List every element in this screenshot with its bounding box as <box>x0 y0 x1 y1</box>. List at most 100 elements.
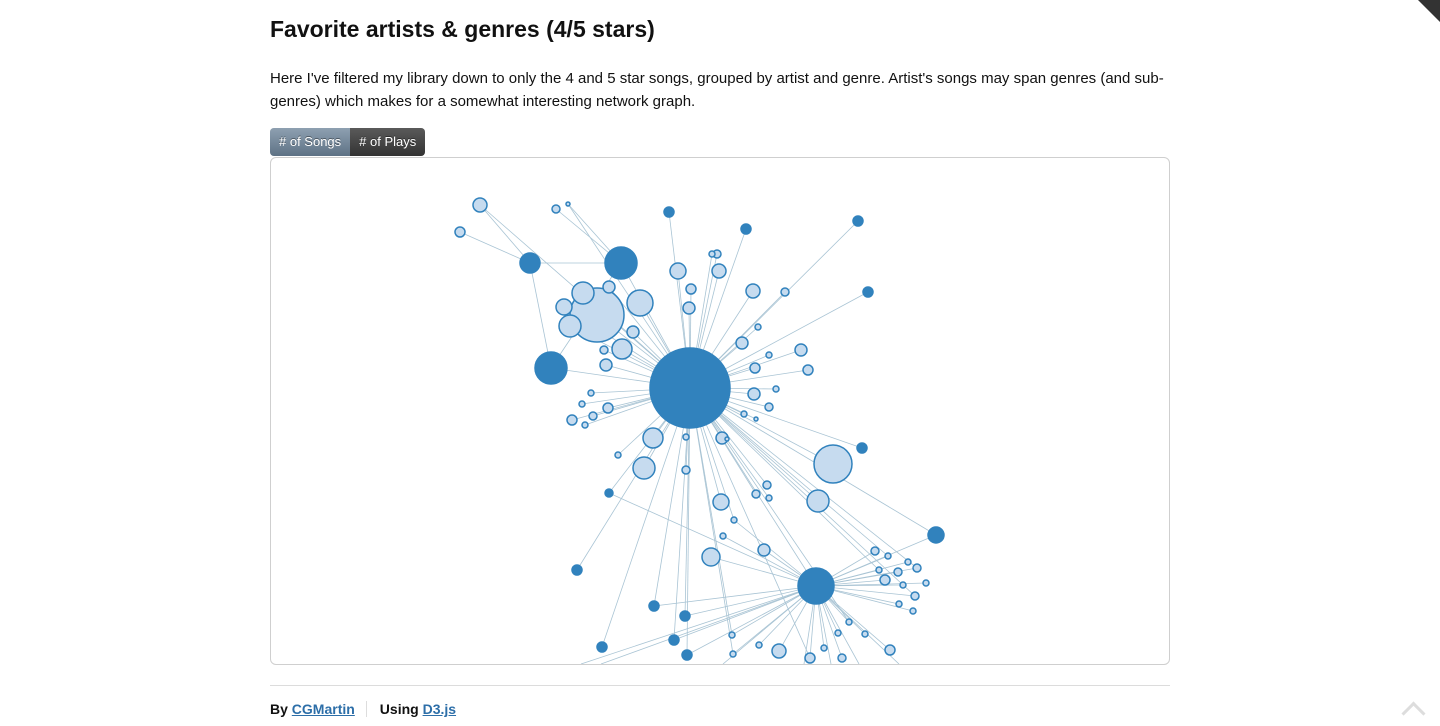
genre-node[interactable] <box>649 347 731 429</box>
artist-node[interactable] <box>765 494 773 502</box>
artist-node[interactable] <box>904 558 912 566</box>
artist-node[interactable] <box>820 644 828 652</box>
genre-node[interactable] <box>856 442 868 454</box>
artist-node[interactable] <box>765 351 773 359</box>
d3-link[interactable]: D3.js <box>422 701 457 717</box>
artist-node[interactable] <box>614 451 622 459</box>
artist-node[interactable] <box>834 629 842 637</box>
artist-node[interactable] <box>729 650 737 658</box>
genre-node[interactable] <box>519 252 541 274</box>
genre-node[interactable] <box>604 246 638 280</box>
artist-node[interactable] <box>626 289 654 317</box>
artist-node[interactable] <box>587 389 595 397</box>
artist-node[interactable] <box>599 345 609 355</box>
artist-node[interactable] <box>922 579 930 587</box>
artist-node[interactable] <box>712 493 730 511</box>
artist-node[interactable] <box>566 414 578 426</box>
artist-node[interactable] <box>708 250 716 258</box>
artist-node[interactable] <box>893 567 903 577</box>
artist-node[interactable] <box>771 643 787 659</box>
genre-node[interactable] <box>663 206 675 218</box>
artist-node[interactable] <box>837 653 847 663</box>
artist-node[interactable] <box>588 411 598 421</box>
artist-node[interactable] <box>602 402 614 414</box>
artist-node[interactable] <box>599 358 613 372</box>
plays-toggle-button[interactable]: # of Plays <box>350 128 426 156</box>
genre-node[interactable] <box>596 641 608 653</box>
artist-node[interactable] <box>751 489 761 499</box>
genre-node[interactable] <box>681 649 693 661</box>
genre-node[interactable] <box>852 215 864 227</box>
artist-node[interactable] <box>899 581 907 589</box>
artist-node[interactable] <box>719 532 727 540</box>
artist-node[interactable] <box>682 301 696 315</box>
artist-node[interactable] <box>632 456 656 480</box>
artist-node[interactable] <box>602 280 616 294</box>
artist-node[interactable] <box>740 410 748 418</box>
artist-node[interactable] <box>611 338 633 360</box>
genre-node[interactable] <box>862 286 874 298</box>
artist-node[interactable] <box>747 387 761 401</box>
artist-node[interactable] <box>581 421 589 429</box>
genre-node[interactable] <box>740 223 752 235</box>
artist-node[interactable] <box>558 314 582 338</box>
artist-node[interactable] <box>757 543 771 557</box>
artist-node[interactable] <box>728 631 736 639</box>
artist-node[interactable] <box>813 444 853 484</box>
artist-node[interactable] <box>454 226 466 238</box>
artist-node[interactable] <box>870 546 880 556</box>
genre-node[interactable] <box>648 600 660 612</box>
artist-node[interactable] <box>555 298 573 316</box>
artist-node[interactable] <box>745 283 761 299</box>
genre-node[interactable] <box>668 634 680 646</box>
artist-node[interactable] <box>879 574 891 586</box>
artist-node[interactable] <box>724 436 730 442</box>
artist-node[interactable] <box>571 281 595 305</box>
artist-node[interactable] <box>772 385 780 393</box>
artist-node[interactable] <box>895 600 903 608</box>
artist-node[interactable] <box>794 343 808 357</box>
artist-node[interactable] <box>909 607 917 615</box>
artist-node[interactable] <box>802 364 814 376</box>
genre-node[interactable] <box>571 564 583 576</box>
artist-node[interactable] <box>578 400 586 408</box>
artist-node[interactable] <box>884 644 896 656</box>
artist-node[interactable] <box>735 336 749 350</box>
artist-node[interactable] <box>753 416 759 422</box>
artist-node[interactable] <box>701 547 721 567</box>
artist-node[interactable] <box>711 263 727 279</box>
graph-link <box>601 387 691 648</box>
artist-node[interactable] <box>764 402 774 412</box>
artist-node[interactable] <box>642 427 664 449</box>
artist-node[interactable] <box>682 433 690 441</box>
artist-node[interactable] <box>754 323 762 331</box>
artist-node[interactable] <box>626 325 640 339</box>
genre-node[interactable] <box>797 567 835 605</box>
artist-node[interactable] <box>884 552 892 560</box>
artist-node[interactable] <box>806 489 830 513</box>
artist-node[interactable] <box>861 630 869 638</box>
artist-node[interactable] <box>551 204 561 214</box>
artist-node[interactable] <box>780 287 790 297</box>
genre-node[interactable] <box>927 526 945 544</box>
artist-node[interactable] <box>472 197 488 213</box>
artist-node[interactable] <box>685 283 697 295</box>
artist-node[interactable] <box>875 566 883 574</box>
artist-node[interactable] <box>755 641 763 649</box>
artist-node[interactable] <box>912 563 922 573</box>
artist-node[interactable] <box>730 516 738 524</box>
artist-node[interactable] <box>910 591 920 601</box>
genre-node[interactable] <box>679 610 691 622</box>
songs-toggle-button[interactable]: # of Songs <box>270 128 351 156</box>
artist-node[interactable] <box>565 201 571 207</box>
artist-node[interactable] <box>681 465 691 475</box>
artist-node[interactable] <box>749 362 761 374</box>
network-graph[interactable] <box>271 158 1169 664</box>
artist-node[interactable] <box>804 652 816 664</box>
artist-node[interactable] <box>845 618 853 626</box>
genre-node[interactable] <box>534 351 568 385</box>
artist-node[interactable] <box>762 480 772 490</box>
author-link[interactable]: CGMartin <box>291 701 355 717</box>
artist-node[interactable] <box>669 262 687 280</box>
genre-node[interactable] <box>604 488 614 498</box>
